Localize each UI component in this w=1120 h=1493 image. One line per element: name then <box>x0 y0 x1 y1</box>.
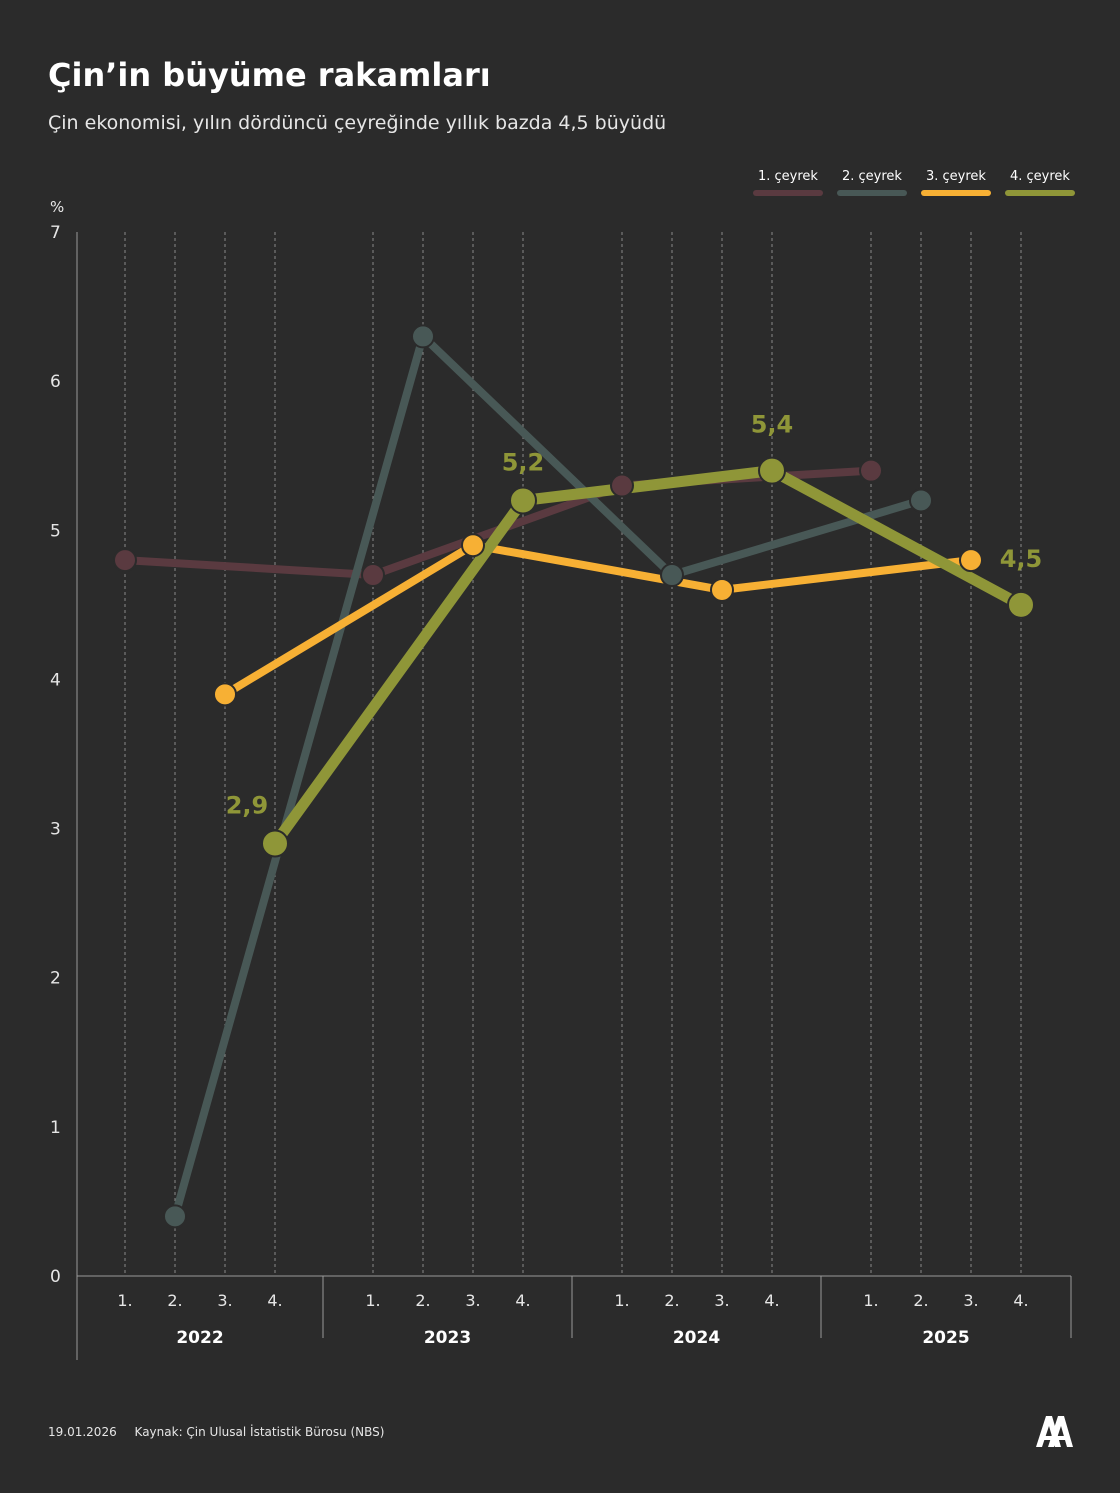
series-line <box>121 466 875 579</box>
data-point <box>361 563 385 588</box>
data-point <box>509 486 537 515</box>
data-point <box>461 533 485 558</box>
series-line <box>221 541 975 699</box>
year-label: 2022 <box>176 1328 223 1348</box>
y-axis-label: % <box>50 198 64 216</box>
legend-label: 4. çeyrek <box>1010 169 1070 184</box>
x-tick-label: 2. <box>913 1291 928 1310</box>
x-tick-label: 3. <box>465 1291 480 1310</box>
aa-logo-icon <box>1036 1416 1073 1447</box>
footer-source: Kaynak: Çin Ulusal İstatistik Bürosu (NB… <box>134 1425 385 1439</box>
y-tick-label: 3 <box>50 820 61 840</box>
footer: 19.01.2026 Kaynak: Çin Ulusal İstatistik… <box>48 1425 398 1439</box>
data-point <box>411 324 435 349</box>
data-point <box>213 682 237 707</box>
footer-date: 19.01.2026 <box>48 1425 117 1439</box>
data-point <box>710 577 734 602</box>
x-tick-label: 4. <box>267 1291 282 1310</box>
x-tick-label: 2. <box>167 1291 182 1310</box>
legend-label: 1. çeyrek <box>758 169 818 184</box>
data-point <box>859 458 883 483</box>
legend-label: 3. çeyrek <box>926 169 986 184</box>
data-point <box>113 548 137 573</box>
data-point <box>1007 590 1035 619</box>
x-tick-label: 1. <box>863 1291 878 1310</box>
data-point <box>660 563 684 588</box>
x-tick-label: 4. <box>515 1291 530 1310</box>
year-label: 2024 <box>673 1328 720 1348</box>
series-line <box>269 465 1027 849</box>
x-tick-label: 2. <box>664 1291 679 1310</box>
data-point <box>909 488 933 513</box>
data-label: 4,5 <box>1000 545 1043 573</box>
data-label: 5,2 <box>502 448 545 476</box>
x-tick-label: 1. <box>365 1291 380 1310</box>
year-label: 2025 <box>922 1328 969 1348</box>
y-tick-label: 2 <box>50 969 61 989</box>
data-point <box>261 829 289 858</box>
x-tick-label: 4. <box>1013 1291 1028 1310</box>
data-point <box>163 1204 187 1229</box>
x-tick-label: 3. <box>963 1291 978 1310</box>
x-tick-label: 1. <box>117 1291 132 1310</box>
x-tick-label: 1. <box>614 1291 629 1310</box>
data-label: 5,4 <box>751 411 794 439</box>
data-label: 2,9 <box>226 791 269 819</box>
y-tick-label: 5 <box>50 521 61 541</box>
page-subtitle: Çin ekonomisi, yılın dördüncü çeyreğinde… <box>48 112 667 134</box>
x-tick-label: 3. <box>714 1291 729 1310</box>
data-point <box>610 473 634 498</box>
year-label: 2023 <box>424 1328 471 1348</box>
y-tick-label: 4 <box>50 670 61 690</box>
page-title: Çin’in büyüme rakamları <box>48 56 491 94</box>
x-tick-label: 4. <box>764 1291 779 1310</box>
y-tick-label: 0 <box>50 1267 61 1287</box>
y-tick-label: 1 <box>50 1118 61 1138</box>
legend-label: 2. çeyrek <box>842 169 902 184</box>
y-tick-label: 6 <box>50 372 61 392</box>
x-tick-label: 2. <box>415 1291 430 1310</box>
data-point <box>959 548 983 573</box>
y-tick-label: 7 <box>50 223 61 243</box>
data-point <box>758 456 786 485</box>
series-line <box>171 332 925 1221</box>
x-tick-label: 3. <box>217 1291 232 1310</box>
